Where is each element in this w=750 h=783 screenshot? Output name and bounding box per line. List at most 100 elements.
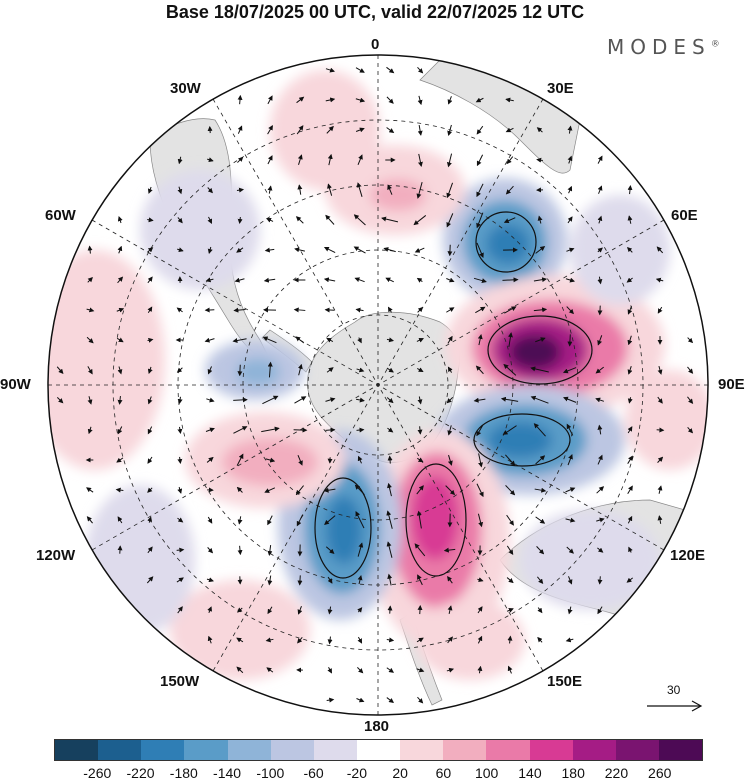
wind-vector xyxy=(566,546,574,554)
wind-vector xyxy=(506,577,514,584)
wind-vector xyxy=(446,213,454,228)
wind-vector xyxy=(297,454,303,466)
wind-vector xyxy=(535,246,546,254)
wind-vector xyxy=(355,127,365,133)
colorbar-tick-label: -60 xyxy=(303,765,324,781)
wind-vector xyxy=(147,456,153,464)
wind-vector xyxy=(177,186,183,195)
wind-vector xyxy=(207,547,214,554)
wind-vector xyxy=(116,337,124,343)
wind-vector xyxy=(530,395,549,404)
wind-vector xyxy=(56,397,64,404)
wind-vector xyxy=(356,367,365,373)
colorbar-segment xyxy=(270,740,314,760)
wind-vector xyxy=(117,216,123,224)
colorbar-segment xyxy=(486,740,530,760)
wind-vector xyxy=(324,307,335,313)
colorbar-segment xyxy=(141,740,185,760)
wind-vector xyxy=(416,181,423,199)
wind-vector xyxy=(296,514,304,527)
wind-vector xyxy=(267,575,273,586)
wind-vector xyxy=(387,605,393,614)
wind-vector xyxy=(416,277,423,283)
wind-vector xyxy=(386,96,394,104)
wind-vector xyxy=(626,577,634,583)
lon-label-180: 180 xyxy=(364,718,390,735)
wind-vector xyxy=(266,218,274,223)
wind-vector xyxy=(597,454,603,465)
wind-vector xyxy=(475,97,484,103)
wind-vector xyxy=(537,636,543,643)
wind-vector xyxy=(417,95,423,106)
wind-vector xyxy=(505,97,514,103)
wind-vector xyxy=(207,366,213,375)
wind-vector xyxy=(567,155,573,164)
map-border xyxy=(47,54,709,716)
wind-vector xyxy=(417,306,424,313)
colorbar-segment xyxy=(227,740,271,760)
wind-vector xyxy=(473,277,487,284)
colorbar-segment xyxy=(658,740,703,760)
wind-vector xyxy=(262,336,277,344)
wind-vector xyxy=(507,665,513,674)
wind-vector xyxy=(233,397,248,403)
wind-vector xyxy=(267,125,273,135)
wind-vector xyxy=(414,543,426,557)
wind-vector xyxy=(204,307,215,313)
wind-vector xyxy=(506,545,514,556)
wind-vector xyxy=(597,335,603,346)
colorbar-tick-label: -100 xyxy=(256,765,285,781)
wind-vector xyxy=(147,276,153,284)
wind-vector xyxy=(86,516,93,524)
wind-vector xyxy=(655,277,664,283)
wind-vector xyxy=(267,361,273,378)
wind-vector xyxy=(323,487,336,493)
wind-vector xyxy=(206,456,214,463)
wind-vector xyxy=(417,574,423,586)
wind-vector xyxy=(147,306,153,314)
wind-vector xyxy=(295,216,304,224)
wind-vector xyxy=(207,216,213,224)
wind-vector xyxy=(627,455,633,464)
wind-vector xyxy=(264,247,275,253)
wind-vector xyxy=(567,576,573,585)
wind-vector xyxy=(234,277,245,283)
wind-vector xyxy=(476,212,484,229)
wind-vector xyxy=(537,607,543,614)
wind-vector xyxy=(177,247,184,253)
wind-vector xyxy=(386,541,393,558)
wind-vector xyxy=(355,511,365,529)
wind-vector xyxy=(146,576,154,584)
wind-vector xyxy=(502,425,517,435)
wind-vector xyxy=(207,635,213,644)
wind-vector xyxy=(597,276,603,285)
wind-vector xyxy=(503,363,517,376)
wind-vector xyxy=(355,67,365,73)
wind-vector xyxy=(505,485,516,496)
wind-vector xyxy=(536,157,543,163)
colorbar-tick-label: 100 xyxy=(474,765,499,781)
wind-vector xyxy=(477,577,484,583)
wind-vector xyxy=(176,367,183,373)
colorbar-segment xyxy=(356,740,401,760)
wind-vector xyxy=(567,606,573,615)
lon-label-120e: 120E xyxy=(670,547,706,564)
wind-vector xyxy=(417,696,424,704)
wind-vector xyxy=(87,245,93,254)
wind-vector xyxy=(447,425,453,436)
wind-vector xyxy=(477,606,483,614)
wind-vector xyxy=(386,667,395,673)
wind-vector xyxy=(536,546,545,555)
wind-vector xyxy=(417,426,423,435)
wind-vector xyxy=(357,575,363,585)
wind-vector xyxy=(566,423,574,436)
wind-vector xyxy=(565,487,576,493)
wind-vector xyxy=(297,363,303,376)
colorbar-tick-label: -180 xyxy=(169,765,198,781)
wind-vector xyxy=(477,665,483,674)
wind-vector xyxy=(417,125,423,136)
wind-vector xyxy=(657,396,663,404)
wind-vector xyxy=(117,396,123,405)
wind-vector xyxy=(627,335,633,346)
wind-vector xyxy=(627,515,633,524)
